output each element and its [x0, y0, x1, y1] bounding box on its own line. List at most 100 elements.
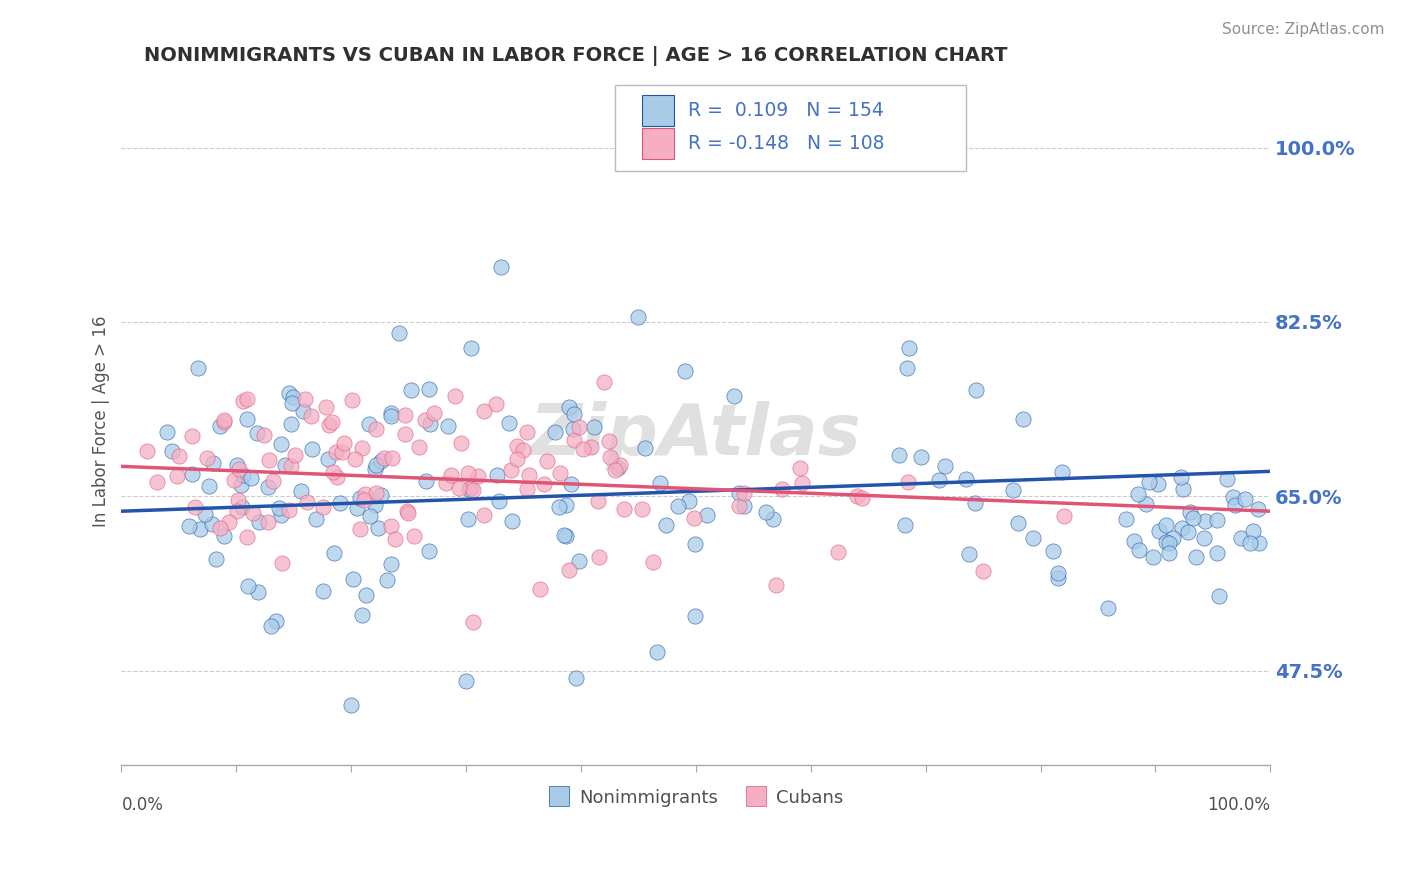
- Point: [457, 466, 479, 480]
- Point: [226, 492, 249, 507]
- Point: [1012, 411, 1035, 425]
- Point: [582, 419, 605, 434]
- Point: [851, 491, 873, 506]
- Point: [568, 554, 591, 568]
- Point: [562, 407, 585, 421]
- Point: [277, 386, 299, 401]
- Point: [228, 461, 250, 475]
- Point: [1246, 502, 1268, 516]
- Point: [274, 458, 297, 473]
- Text: R =  0.109   N = 154: R = 0.109 N = 154: [688, 102, 884, 120]
- Point: [965, 383, 987, 397]
- Point: [333, 436, 356, 450]
- Point: [846, 489, 869, 503]
- Point: [965, 496, 987, 510]
- Point: [408, 440, 430, 454]
- Point: [1247, 536, 1270, 550]
- Point: [232, 393, 254, 408]
- Point: [499, 463, 522, 477]
- Point: [1161, 532, 1184, 546]
- Point: [266, 614, 288, 628]
- Point: [312, 500, 335, 514]
- Point: [186, 360, 208, 375]
- Point: [242, 506, 264, 520]
- Point: [1159, 546, 1181, 560]
- Point: [136, 443, 159, 458]
- Point: [896, 360, 918, 375]
- Point: [682, 511, 704, 525]
- Point: [485, 397, 508, 411]
- Point: [609, 458, 631, 473]
- Point: [321, 415, 343, 429]
- Point: [357, 417, 380, 431]
- Point: [396, 504, 419, 518]
- Point: [579, 440, 602, 454]
- Point: [204, 552, 226, 566]
- Point: [208, 419, 231, 434]
- Point: [765, 578, 787, 592]
- Point: [195, 451, 218, 466]
- Point: [1171, 482, 1194, 496]
- Point: [262, 474, 284, 488]
- Point: [350, 441, 373, 455]
- Point: [517, 467, 540, 482]
- Point: [194, 507, 217, 521]
- Point: [516, 482, 538, 496]
- Point: [440, 467, 463, 482]
- Point: [437, 418, 460, 433]
- Point: [1205, 513, 1227, 527]
- Point: [342, 572, 364, 586]
- Point: [236, 579, 259, 593]
- Point: [236, 411, 259, 425]
- Point: [1178, 504, 1201, 518]
- Point: [349, 491, 371, 505]
- Point: [1241, 524, 1264, 538]
- Point: [236, 531, 259, 545]
- Point: [460, 481, 482, 495]
- Point: [790, 475, 813, 490]
- Point: [209, 521, 232, 535]
- Point: [554, 499, 576, 513]
- Point: [354, 487, 377, 501]
- Point: [887, 448, 910, 462]
- Point: [683, 537, 706, 551]
- Point: [346, 501, 368, 516]
- Point: [284, 448, 307, 462]
- Point: [384, 532, 406, 546]
- Point: [183, 500, 205, 514]
- Point: [291, 404, 314, 418]
- Point: [349, 522, 371, 536]
- Point: [197, 478, 219, 492]
- Point: [1142, 549, 1164, 564]
- Point: [506, 439, 529, 453]
- Point: [222, 473, 245, 487]
- Point: [533, 477, 555, 491]
- Text: R = -0.148   N = 108: R = -0.148 N = 108: [688, 134, 884, 153]
- Point: [555, 529, 578, 543]
- Point: [375, 574, 398, 588]
- Point: [1184, 549, 1206, 564]
- Point: [1050, 465, 1073, 479]
- Point: [246, 426, 269, 441]
- Point: [353, 492, 375, 507]
- Point: [529, 582, 551, 596]
- Point: [166, 469, 188, 483]
- Point: [359, 509, 381, 524]
- Point: [270, 437, 292, 451]
- Point: [1177, 524, 1199, 539]
- Point: [299, 409, 322, 424]
- Point: [350, 608, 373, 623]
- Point: [655, 518, 678, 533]
- Point: [364, 498, 387, 512]
- Point: [536, 453, 558, 467]
- Point: [457, 512, 479, 526]
- Point: [1042, 544, 1064, 558]
- Point: [318, 417, 340, 432]
- Point: [415, 474, 437, 488]
- Text: ZipAtlas: ZipAtlas: [530, 401, 862, 470]
- Point: [367, 521, 389, 535]
- Text: 100.0%: 100.0%: [1208, 797, 1271, 814]
- Y-axis label: In Labor Force | Age > 16: In Labor Force | Age > 16: [93, 316, 110, 527]
- Point: [562, 422, 585, 436]
- Point: [294, 392, 316, 406]
